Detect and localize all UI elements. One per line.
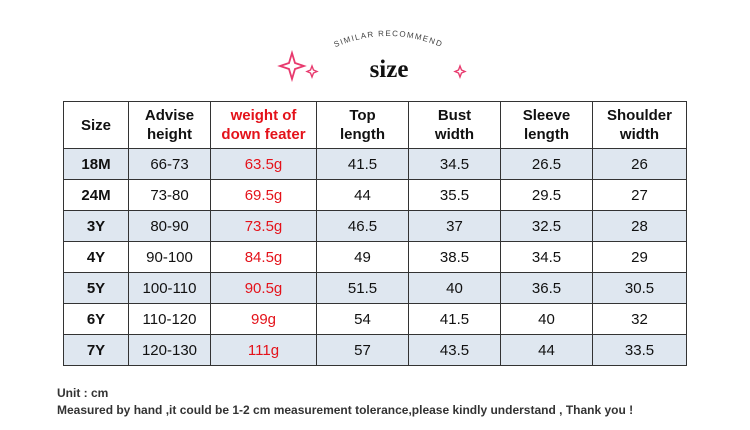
table-row: 3Y 80-90 73.5g 46.5 37 32.5 28 [63,210,687,242]
table-cell: 49 [316,241,409,273]
table-cell: 69.5g [210,179,317,211]
table-cell: 26.5 [500,148,593,180]
column-header: Size [63,101,129,149]
column-header: Advise height [128,101,211,149]
table-cell: 4Y [63,241,129,273]
column-header: Bust width [408,101,501,149]
table-cell: 90.5g [210,272,317,304]
table-cell: 40 [500,303,593,335]
table-cell: 90-100 [128,241,211,273]
table-cell: 7Y [63,334,129,366]
table-cell: 80-90 [128,210,211,242]
table-cell: 110-120 [128,303,211,335]
table-cell: 29 [592,241,687,273]
table-cell: 44 [500,334,593,366]
table-cell: 57 [316,334,409,366]
table-cell: 36.5 [500,272,593,304]
table-cell: 29.5 [500,179,593,211]
table-cell: 73.5g [210,210,317,242]
table-cell: 24M [63,179,129,211]
table-row: 7Y 120-130 111g 57 43.5 44 33.5 [63,334,687,366]
title: size [370,56,409,83]
notes: Unit : cm Measured by hand ,it could be 1… [57,385,633,419]
column-header: weight of down feater [210,101,317,149]
table-cell: 51.5 [316,272,409,304]
table-cell: 6Y [63,303,129,335]
table-cell: 30.5 [592,272,687,304]
table-cell: 111g [210,334,317,366]
table-cell: 84.5g [210,241,317,273]
table-cell: 46.5 [316,210,409,242]
sparkle [453,64,467,79]
table-row: 24M 73-80 69.5g 44 35.5 29.5 27 [63,179,687,211]
sparkle [277,49,307,83]
table-row: 6Y 110-120 99g 54 41.5 40 32 [63,303,687,335]
table-cell: 100-110 [128,272,211,304]
table-row: 18M 66-73 63.5g 41.5 34.5 26.5 26 [63,148,687,180]
subtitle: SIMILAR RECOMMEND [333,29,445,49]
table-cell: 41.5 [408,303,501,335]
table-cell: 99g [210,303,317,335]
table-cell: 41.5 [316,148,409,180]
table-cell: 18M [63,148,129,180]
size-table: Size Advise height weight of down feater To… [63,101,687,366]
table-cell: 34.5 [408,148,501,180]
table-cell: 37 [408,210,501,242]
table-cell: 5Y [63,272,129,304]
table-cell: 34.5 [500,241,593,273]
table-cell: 120-130 [128,334,211,366]
note: Unit : cm [57,386,109,400]
table-cell: 54 [316,303,409,335]
table-cell: 44 [316,179,409,211]
column-header: Sleeve length [500,101,593,149]
table-cell: 27 [592,179,687,211]
header: SIMILAR RECOMMEND size [277,29,467,83]
table-cell: 40 [408,272,501,304]
table-row: 4Y 90-100 84.5g 49 38.5 34.5 29 [63,241,687,273]
table-cell: 3Y [63,210,129,242]
table-cell: 26 [592,148,687,180]
table-cell: 63.5g [210,148,317,180]
sparkle [305,64,319,79]
column-header: Top length [316,101,409,149]
table-cell: 73-80 [128,179,211,211]
table-cell: 33.5 [592,334,687,366]
note: Measured by hand ,it could be 1-2 cm mea… [57,403,634,417]
table-cell: 28 [592,210,687,242]
table-cell: 32.5 [500,210,593,242]
table-cell: 32 [592,303,687,335]
header-row: Size Advise height weight of down feater To… [63,101,687,149]
table-cell: 35.5 [408,179,501,211]
table-row: 5Y 100-110 90.5g 51.5 40 36.5 30.5 [63,272,687,304]
column-header: Shoulder width [592,101,687,149]
table-cell: 43.5 [408,334,501,366]
subtitle-text: SIMILAR RECOMMEND [333,29,443,49]
table-cell: 66-73 [128,148,211,180]
table-cell: 38.5 [408,241,501,273]
